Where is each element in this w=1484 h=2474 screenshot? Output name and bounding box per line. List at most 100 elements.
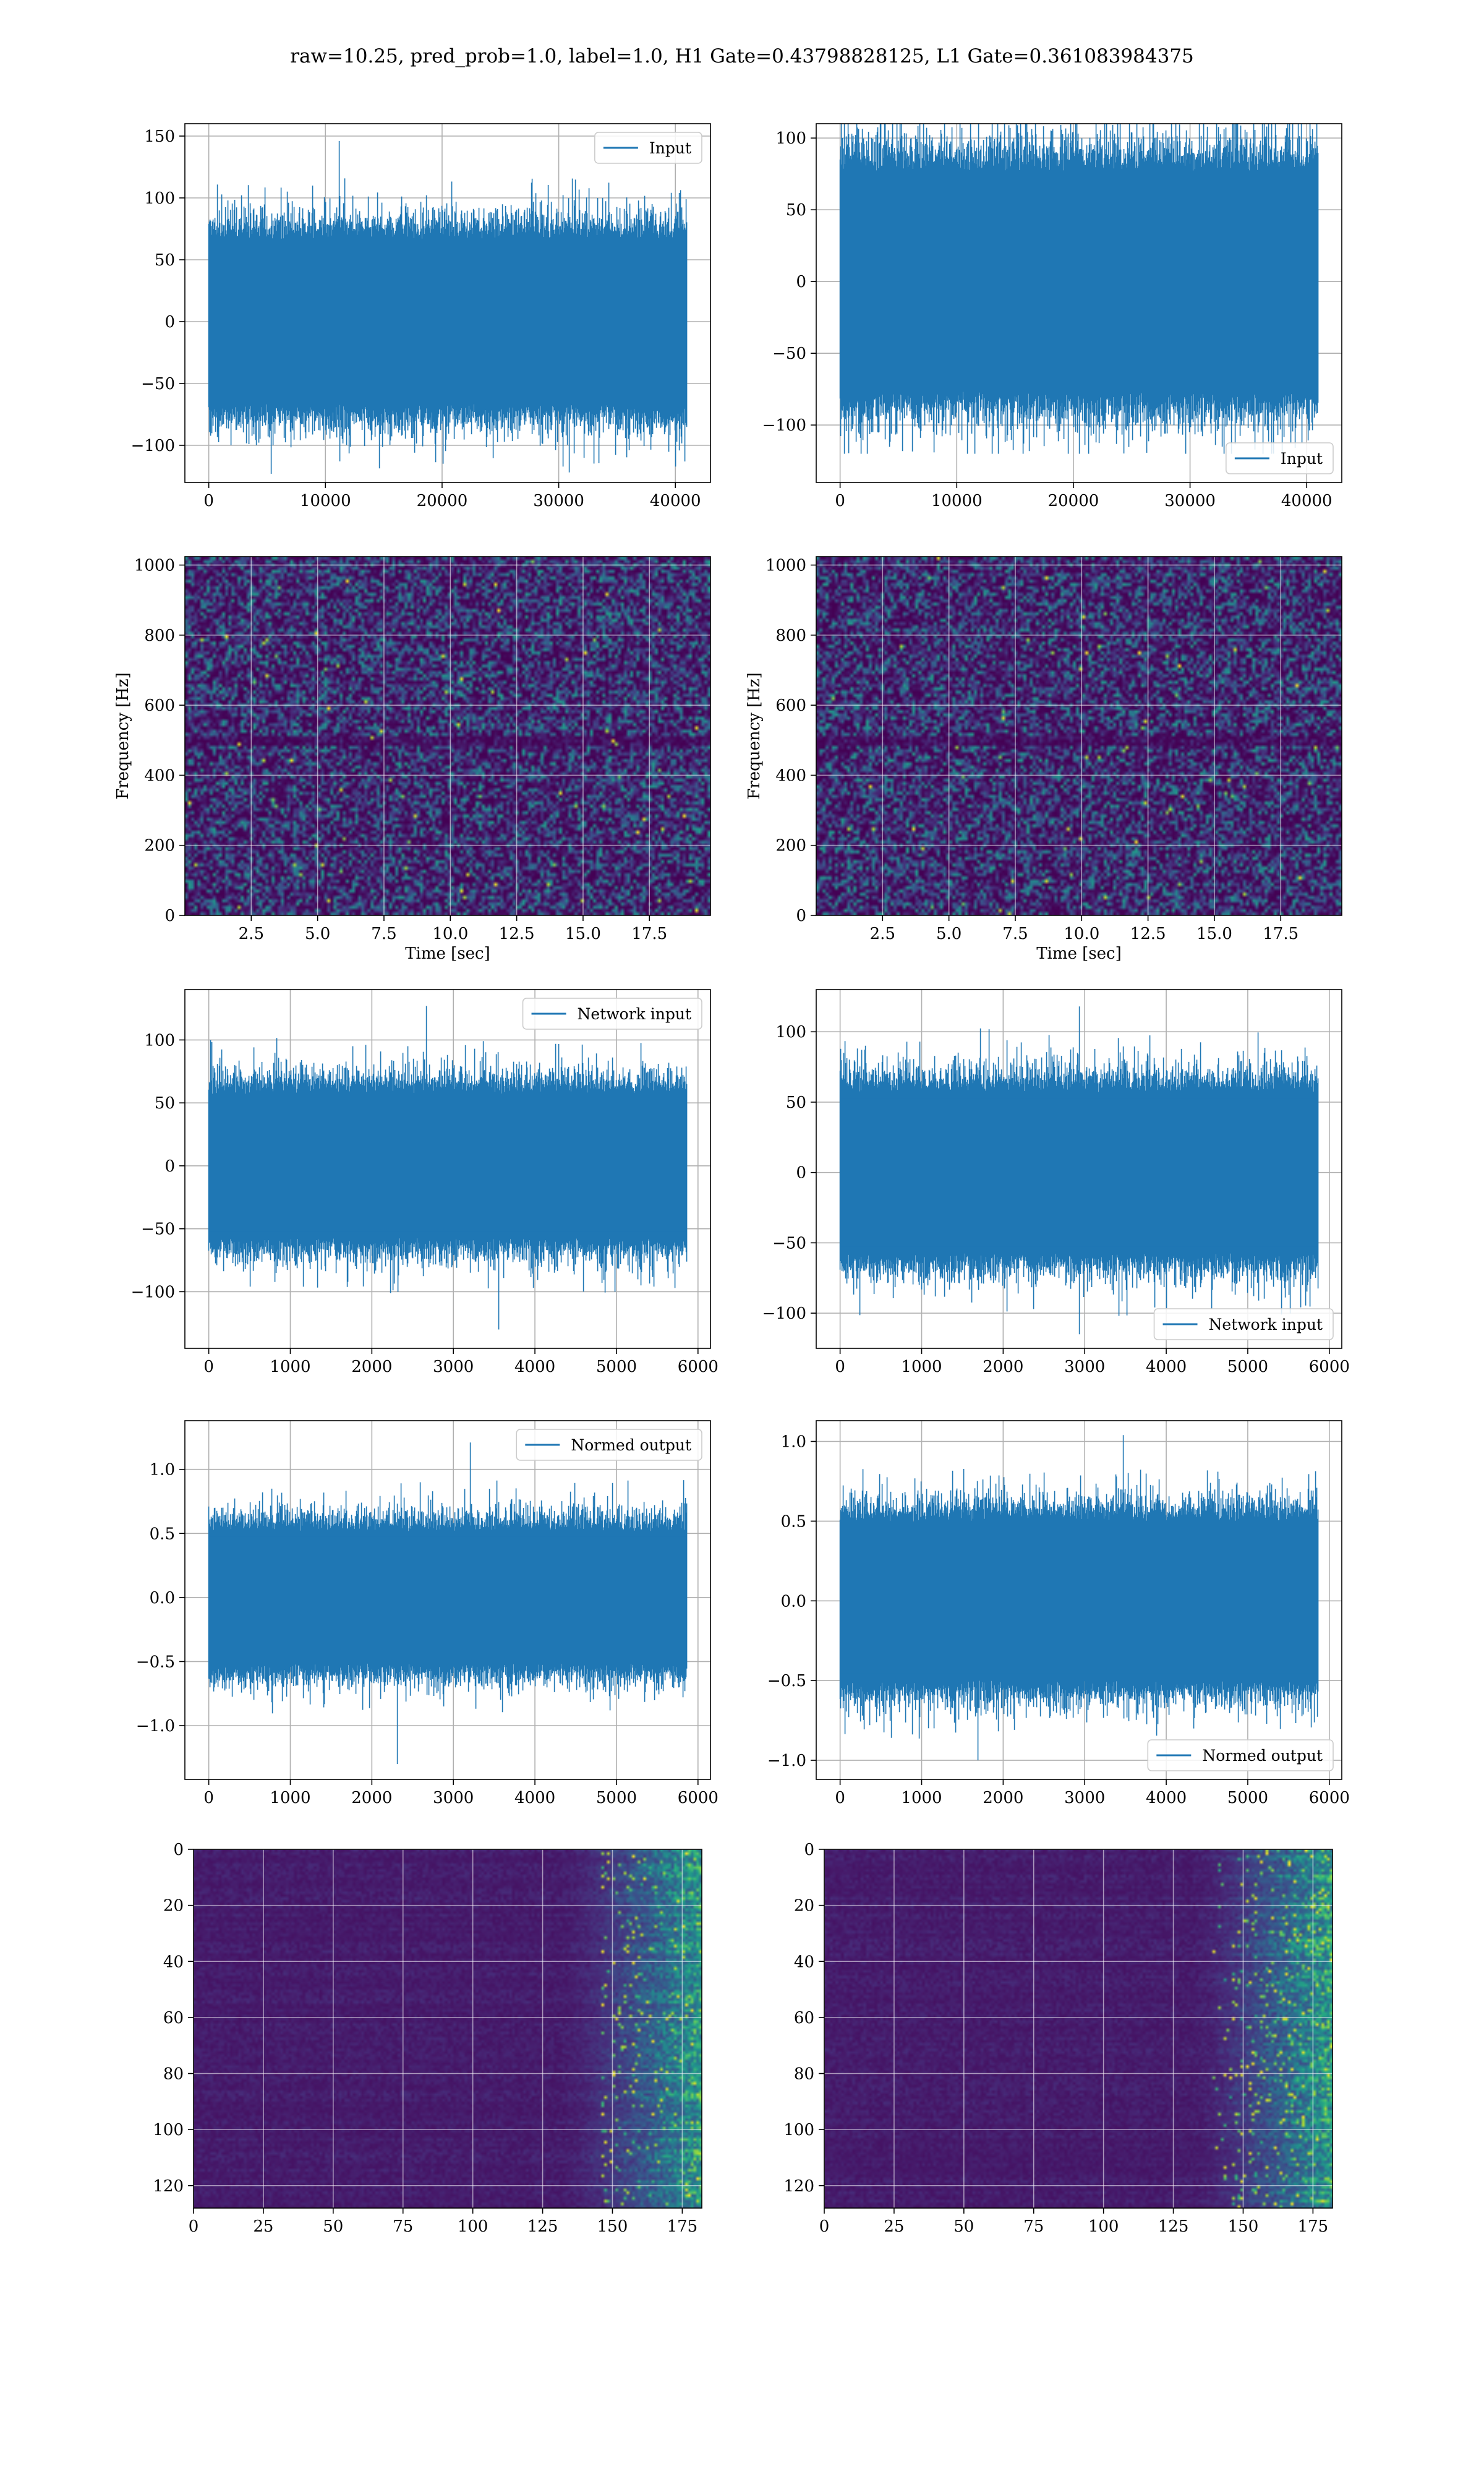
h1-feature-map-ytick-label-5: 100 [153,2121,184,2139]
l1-network-input-xtick-label-2: 2000 [983,1358,1023,1376]
h1-feature-map-ytick-label-1: 20 [163,1897,184,1915]
l1-input-ytick-label-2: 0 [796,273,806,291]
h1-network-input-ytick-label-0: −100 [131,1283,175,1301]
h1-spectrogram-ytick-label-0: 0 [164,907,175,925]
h1-normed-output-xtick-label-0: 0 [203,1789,214,1807]
l1-feature-map-xtick-label-2: 50 [953,2217,974,2236]
h1-spectrogram-xtick-label-2: 7.5 [371,925,396,943]
l1-spectrogram-xtick-label-0: 2.5 [870,925,895,943]
l1-normed-output-xtick-label-0: 0 [835,1789,845,1807]
h1-input-xtick-label-3: 30000 [533,492,584,510]
h1-feature-map-axes: 0 25 50 75 100 125 150 175 0 20 40 60 80 100 120 [153,1841,702,2236]
l1-normed-output-ytick-label-1: −0.5 [767,1672,806,1690]
l1-normed-output-xtick-label-1: 1000 [901,1789,942,1807]
l1-normed-output-legend-label: Normed output [1202,1747,1323,1765]
h1-spectrogram-xtick-label-0: 2.5 [239,925,264,943]
h1-feature-map-xtick-label-6: 150 [597,2217,628,2236]
l1-network-input-legend: Network input [1153,1308,1334,1340]
h1-input-axes: Input 0 10000 20000 30000 40000 −100 −50 0 50 100 1… [131,123,711,510]
h1-feature-map-xtick-label-3: 75 [393,2217,413,2236]
l1-spectrogram-ytick-label-1: 200 [775,837,806,855]
h1-network-input-frame [184,989,711,1349]
h1-input-series-core [208,246,687,398]
h1-normed-output-legend-box [516,1429,702,1461]
h1-normed-output-plot-area [185,1421,710,1779]
h1-feature-map-ytick-label-2: 40 [163,1953,184,1971]
l1-input-series-core [840,181,1318,382]
l1-network-input-series-core [840,1098,1318,1247]
h1-input-xtick-label-4: 40000 [650,492,701,510]
l1-feature-map-frame [824,1849,1333,2209]
h1-input-xtick-label-1: 10000 [300,492,351,510]
h1-network-input-xtick-label-1: 1000 [270,1358,310,1376]
h1-feature-map-xtick-label-0: 0 [189,2217,199,2236]
l1-normed-output-xtick-label-6: 6000 [1309,1789,1350,1807]
h1-feature-map-plot-area [194,1849,702,2208]
h1-spectrogram-frame [184,556,711,916]
h1-network-input-xtick-label-0: 0 [203,1358,214,1376]
h1-input-ytick-label-0: −100 [131,437,175,455]
h1-feature-map-xtick-label-1: 25 [253,2217,273,2236]
l1-normed-output-legend: Normed output [1147,1739,1334,1771]
h1-normed-output-ytick-label-3: 0.5 [150,1525,175,1543]
l1-input-legend: Input [1226,442,1334,474]
l1-normed-output-series-core [840,1528,1318,1674]
l1-input-ytick-label-3: 50 [786,201,806,220]
l1-input-xtick-label-4: 40000 [1281,492,1333,510]
l1-feature-map-ytick-label-0: 0 [804,1841,814,1859]
h1-spectrogram-xtick-label-4: 12.5 [499,925,535,943]
l1-spectrogram-xtick-label-6: 17.5 [1263,925,1298,943]
l1-network-input-plot-area [816,990,1342,1348]
l1-spectrogram-ylabel: Frequency [Hz] [745,672,764,800]
l1-normed-output-plot-area [816,1421,1342,1779]
h1-network-input-xtick-label-4: 4000 [514,1358,555,1376]
l1-input-frame [816,123,1342,483]
l1-feature-map-xtick-label-4: 100 [1088,2217,1119,2236]
h1-spectrogram-ytick-label-4: 800 [144,627,175,645]
h1-normed-output-xtick-label-1: 1000 [270,1789,310,1807]
h1-spectrogram-ytick-label-3: 600 [144,696,175,715]
l1-spectrogram-xtick-label-2: 7.5 [1002,925,1028,943]
h1-feature-map-xtick-label-7: 175 [667,2217,698,2236]
l1-network-input-ytick-label-0: −100 [762,1304,806,1323]
l1-feature-map-plot-area [824,1849,1333,2208]
h1-spectrogram-ytick-label-1: 200 [144,837,175,855]
l1-feature-map-xtick-label-0: 0 [819,2217,830,2236]
h1-spectrogram-xtick-label-5: 15.0 [565,925,601,943]
l1-input-xtick-label-0: 0 [835,492,845,510]
h1-network-input-xtick-label-3: 3000 [433,1358,474,1376]
h1-feature-map-frame [193,1849,702,2209]
h1-feature-map-ytick-label-3: 60 [163,2009,184,2027]
l1-normed-output-xtick-label-4: 4000 [1146,1789,1187,1807]
h1-network-input-xtick-label-2: 2000 [351,1358,392,1376]
l1-input-axes: Input 0 10000 20000 30000 40000 −100 −50 0 50 100 [762,123,1342,510]
l1-spectrogram-xtick-label-3: 10.0 [1064,925,1099,943]
h1-normed-output-xtick-label-5: 5000 [596,1789,637,1807]
l1-feature-map-ytick-label-1: 20 [794,1897,814,1915]
l1-input-ytick-label-1: −50 [772,345,806,363]
l1-normed-output-xtick-label-2: 2000 [983,1789,1023,1807]
l1-feature-map-xtick-label-5: 125 [1158,2217,1189,2236]
l1-normed-output-axes: Normed output 0 1000 2000 3000 4000 5000 6000 −1… [767,1420,1350,1807]
l1-spectrogram-image [816,557,1342,915]
l1-network-input-legend-box [1153,1308,1334,1340]
l1-spectrogram-xtick-label-1: 5.0 [936,925,962,943]
h1-network-input-legend-box [522,998,702,1030]
l1-feature-map-xtick-label-1: 25 [884,2217,904,2236]
h1-normed-output-ytick-label-0: −1.0 [136,1717,175,1736]
l1-spectrogram-xtick-label-4: 12.5 [1130,925,1166,943]
l1-input-xtick-label-3: 30000 [1164,492,1216,510]
h1-network-input-ytick-label-4: 100 [144,1031,175,1050]
h1-network-input-ytick-label-3: 50 [155,1094,175,1113]
h1-normed-output-ytick-label-2: 0.0 [150,1589,175,1607]
h1-spectrogram-xtick-label-3: 10.0 [432,925,468,943]
h1-feature-map-ytick-label-4: 80 [163,2065,184,2084]
h1-network-input-xtick-label-5: 5000 [596,1358,637,1376]
h1-feature-map-xtick-label-2: 50 [323,2217,343,2236]
h1-network-input-plot-area [185,990,710,1348]
l1-feature-map-ytick-label-4: 80 [794,2065,814,2084]
h1-spectrogram-image [185,557,710,915]
